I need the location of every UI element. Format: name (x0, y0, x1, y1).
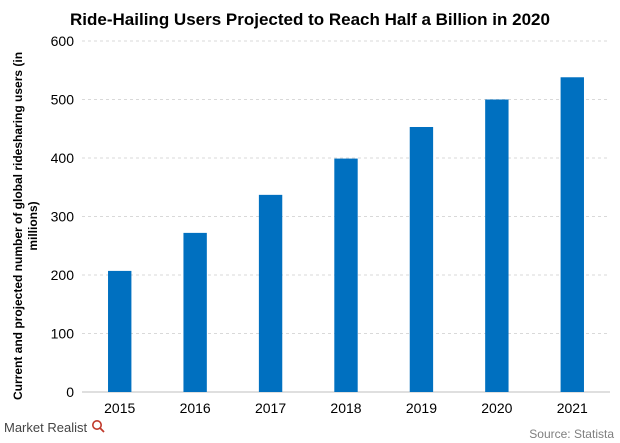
y-tick-label: 600 (51, 33, 75, 49)
x-tick-label: 2020 (481, 400, 512, 416)
x-tick-labels: 2015 2016 2017 2018 2019 2020 2021 (104, 400, 588, 416)
bar-2020 (485, 99, 509, 392)
y-tick-labels: 0 100 200 300 400 500 600 (51, 33, 75, 400)
y-tick-label: 400 (51, 150, 75, 166)
y-tick-label: 200 (51, 267, 75, 283)
x-tick-label: 2018 (330, 400, 361, 416)
chart-title: Ride-Hailing Users Projected to Reach Ha… (70, 10, 550, 29)
x-tick-label: 2016 (180, 400, 211, 416)
x-tick-label: 2015 (104, 400, 135, 416)
y-tick-label: 0 (66, 384, 74, 400)
x-tick-label: 2017 (255, 400, 286, 416)
bar-2021 (560, 77, 584, 393)
y-tick-label: 500 (51, 92, 75, 108)
x-tick-label: 2019 (406, 400, 437, 416)
y-axis-label: Current and projected number of global r… (11, 52, 40, 400)
bar-2016 (183, 232, 207, 392)
bar-2018 (334, 158, 358, 392)
source-note: Source: Statista (529, 427, 614, 441)
y-axis-label-line-2: millions) (26, 201, 40, 250)
y-axis-label-line-1: Current and projected number of global r… (11, 52, 25, 400)
bar-2015 (108, 270, 132, 392)
x-tick-label: 2021 (557, 400, 588, 416)
y-tick-label: 100 (51, 326, 75, 342)
bar-2019 (409, 126, 434, 393)
y-tick-label: 300 (51, 209, 75, 225)
bars (108, 77, 584, 393)
bar-2017 (258, 194, 283, 392)
magnifier-icon (92, 419, 105, 433)
logo-text: Market Realist (4, 420, 87, 435)
market-realist-logo: Market Realist (4, 419, 105, 435)
